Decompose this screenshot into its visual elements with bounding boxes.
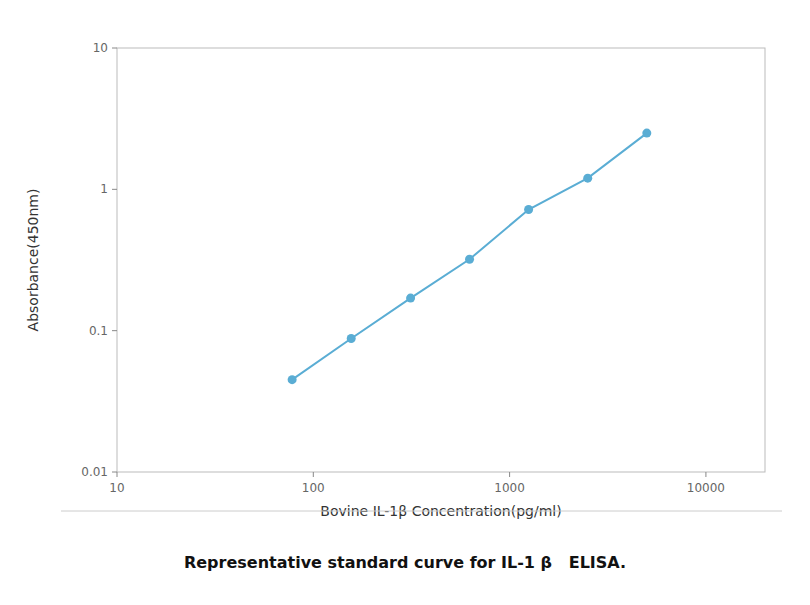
x-tick-label: 1000 — [494, 481, 525, 495]
plot-frame — [117, 48, 765, 472]
data-point — [524, 205, 533, 214]
data-group — [288, 129, 652, 385]
x-tick — [117, 472, 118, 477]
data-point — [288, 375, 297, 384]
y-tick-label: 10 — [93, 41, 108, 55]
data-point — [583, 174, 592, 183]
y-tick-label: 1 — [100, 182, 108, 196]
data-point — [642, 129, 651, 138]
data-line — [292, 133, 647, 380]
x-tick — [509, 472, 510, 477]
y-axis-label: Absorbance(450nm) — [25, 189, 41, 332]
caption: Representative standard curve for IL-1 β… — [184, 553, 626, 572]
data-point — [406, 294, 415, 303]
x-tick-label: 10 — [109, 481, 124, 495]
data-point — [347, 334, 356, 343]
y-tick — [112, 48, 117, 49]
y-tick-label: 0.1 — [89, 324, 108, 338]
x-tick — [313, 472, 314, 477]
y-tick — [112, 472, 117, 473]
y-tick — [112, 330, 117, 331]
y-tick-label: 0.01 — [81, 465, 108, 479]
x-tick-label: 10000 — [687, 481, 725, 495]
background — [0, 0, 810, 605]
data-point — [465, 255, 474, 264]
x-tick-label: 100 — [302, 481, 325, 495]
y-tick — [112, 189, 117, 190]
x-tick — [705, 472, 706, 477]
chart: 101001000100000.010.1110Bovine IL-1β Con… — [0, 0, 810, 605]
separator — [61, 511, 782, 512]
